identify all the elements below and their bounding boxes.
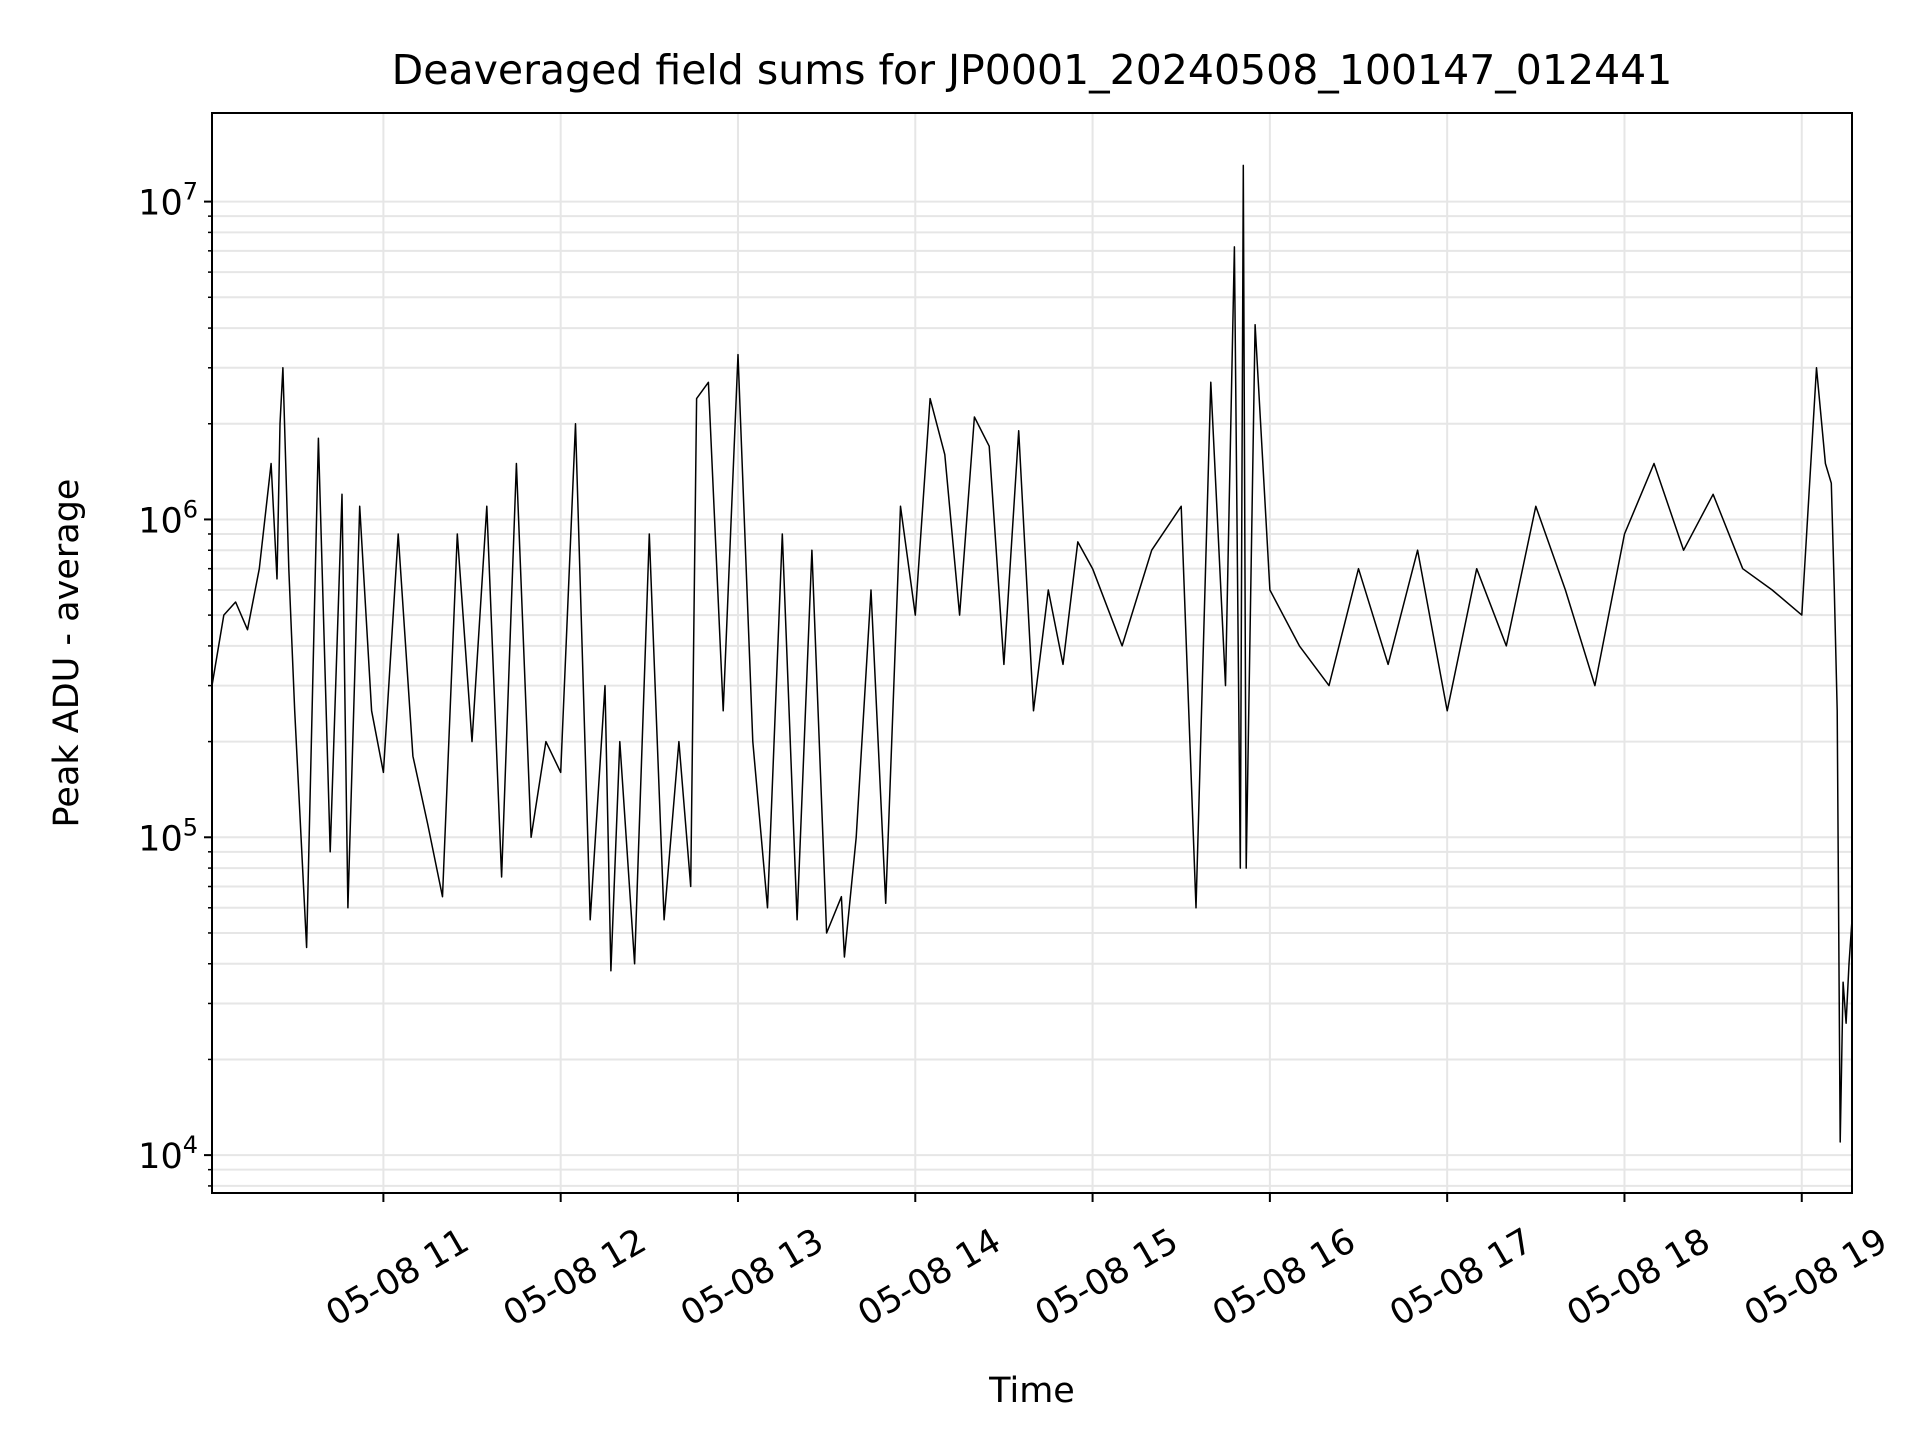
chart-title: Deaveraged field sums for JP0001_2024050… bbox=[392, 46, 1673, 94]
y-axis-label: Peak ADU - average bbox=[47, 479, 87, 828]
y-tick-label: 104 bbox=[138, 1131, 198, 1177]
x-axis-label: Time bbox=[988, 1371, 1075, 1411]
y-tick-label: 107 bbox=[138, 178, 198, 224]
y-tick-label: 106 bbox=[138, 495, 198, 541]
series-group bbox=[211, 164, 1853, 1143]
y-tick-label: 105 bbox=[138, 813, 198, 859]
plot-frame bbox=[211, 112, 1853, 1194]
series-line bbox=[211, 164, 1853, 1143]
y-axis-ticks: 104 105 106 107 bbox=[138, 178, 212, 1187]
y-gridlines bbox=[212, 200, 1852, 1187]
x-gridlines bbox=[382, 113, 1803, 1193]
